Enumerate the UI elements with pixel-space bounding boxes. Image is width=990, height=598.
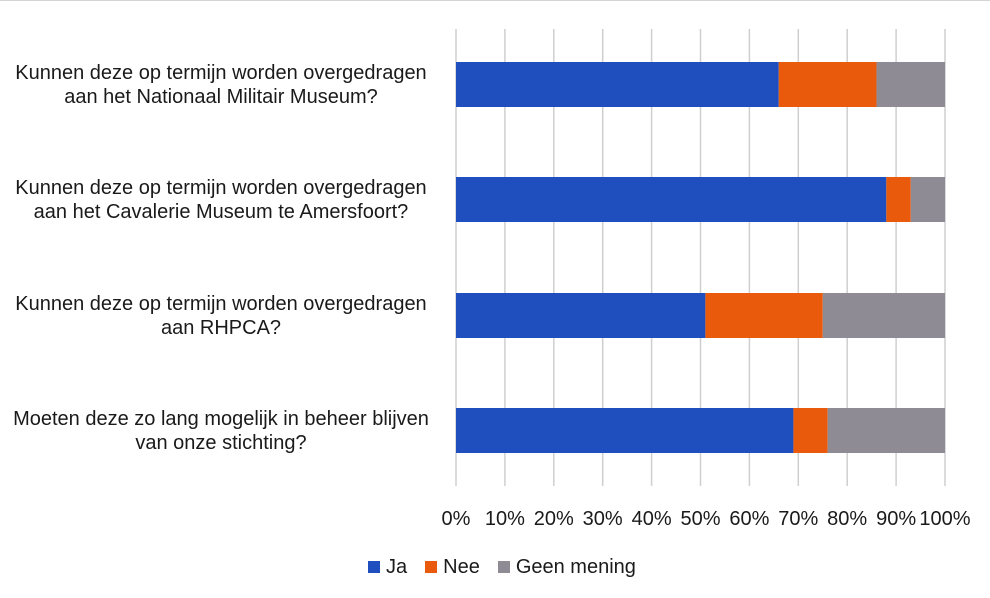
category-label: Kunnen deze op termijn worden overgedrag… (6, 61, 436, 109)
legend-swatch (497, 561, 510, 573)
x-tick-label: 20% (534, 508, 574, 530)
x-tick-label: 60% (729, 508, 769, 530)
category-label: Moeten deze zo lang mogelijk in beheer b… (6, 407, 436, 455)
x-tick-label: 70% (778, 508, 818, 530)
bar-segment-ja (456, 408, 794, 453)
x-tick-label: 30% (583, 508, 623, 530)
category-label: Kunnen deze op termijn worden overgedrag… (6, 176, 436, 224)
legend-item: Nee (425, 555, 480, 579)
bar-segment-geen-mening (910, 177, 945, 222)
x-tick-label: 100% (919, 508, 970, 530)
category-label-line: Kunnen deze op termijn worden overgedrag… (15, 292, 427, 315)
category-label-line: Moeten deze zo lang mogelijk in beheer b… (13, 407, 429, 430)
legend-swatch (368, 561, 380, 573)
legend-swatch (425, 561, 438, 573)
category-label-line: van onze stichting? (135, 431, 307, 454)
category-label-line: Kunnen deze op termijn worden overgedrag… (15, 61, 427, 84)
legend-label: Ja (386, 556, 408, 578)
legend-label: Nee (443, 556, 480, 578)
legend-label: Geen mening (515, 556, 636, 578)
bar-segment-ja (456, 62, 779, 107)
x-tick-label: 40% (632, 508, 672, 530)
category-label-line: aan RHPCA? (160, 316, 282, 339)
bar-segment-nee (778, 62, 877, 107)
bar-segment-nee (886, 177, 911, 222)
bar-segment-geen-mening (876, 62, 945, 107)
x-tick-label: 50% (680, 508, 720, 530)
x-tick-label: 0% (442, 508, 471, 530)
category-label: Kunnen deze op termijn worden overgedrag… (6, 292, 436, 340)
bar-segment-geen-mening (827, 408, 945, 453)
category-label-line: Kunnen deze op termijn worden overgedrag… (15, 176, 427, 199)
x-tick-label: 10% (485, 508, 525, 530)
category-label-line: aan het Cavalerie Museum te Amersfoort? (33, 200, 409, 223)
x-tick-label: 80% (827, 508, 867, 530)
top-divider (0, 0, 990, 1)
legend: Ja Nee Geen mening (368, 555, 654, 579)
bar-segment-ja (456, 293, 706, 338)
legend-item: Ja (368, 555, 407, 579)
category-label-line: aan het Nationaal Militair Museum? (64, 85, 378, 108)
bar-segment-ja (456, 177, 887, 222)
bar-segment-nee (705, 293, 823, 338)
bar-segment-geen-mening (822, 293, 945, 338)
bar-segment-nee (793, 408, 828, 453)
legend-item: Geen mening (497, 555, 636, 579)
x-tick-label: 90% (876, 508, 916, 530)
